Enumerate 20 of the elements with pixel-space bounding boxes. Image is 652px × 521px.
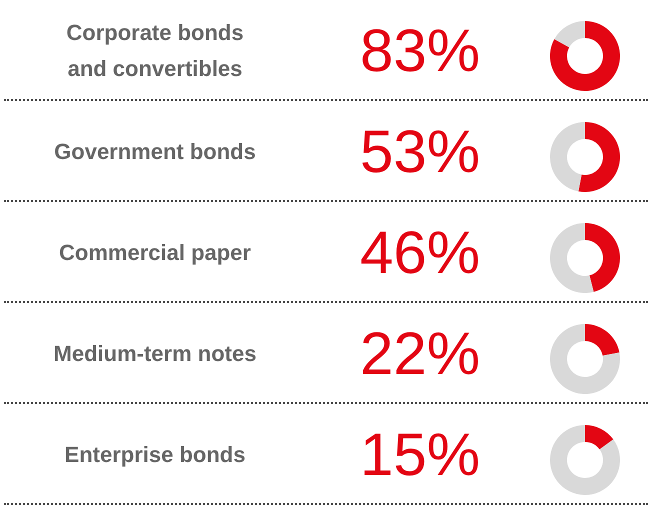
donut-slice <box>585 424 614 449</box>
donut-slice <box>554 20 585 47</box>
text: 83% <box>360 17 480 84</box>
donut-slice <box>550 424 620 494</box>
text: 22% <box>360 320 480 387</box>
text: 15% <box>360 421 480 488</box>
text: Corporate bonds and convertibles <box>65 18 245 82</box>
text: Commercial paper <box>58 238 252 267</box>
donut-slice <box>578 122 620 192</box>
donut-slice <box>550 324 620 394</box>
text: Enterprise bonds <box>64 440 246 469</box>
text: 46% <box>360 219 480 286</box>
text: Government bonds <box>53 138 257 166</box>
donut-slice <box>550 122 585 191</box>
donut-slice <box>550 222 594 292</box>
text: 53% <box>360 118 480 185</box>
donut-slice <box>585 324 620 356</box>
donut-slice <box>585 222 620 292</box>
text: Medium-term notes <box>52 340 258 368</box>
donut-slice <box>550 20 620 90</box>
